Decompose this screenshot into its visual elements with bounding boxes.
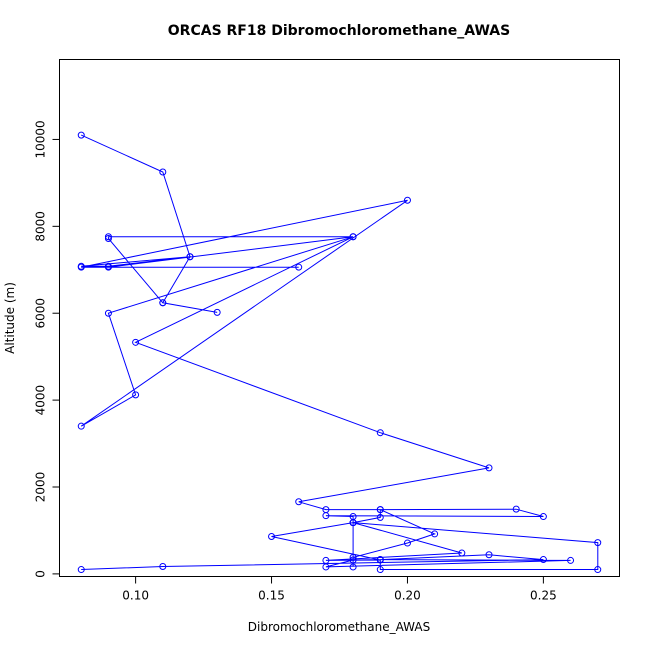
data-point xyxy=(159,168,167,176)
y-tick-label: 0 xyxy=(34,570,48,578)
data-point xyxy=(403,196,411,204)
data-point xyxy=(159,563,167,571)
y-axis: 0 2000 4000 6000 8000 10000 xyxy=(34,120,60,578)
y-axis-label: Altitude (m) xyxy=(3,282,17,354)
data-point xyxy=(132,391,140,399)
series-layer xyxy=(77,131,602,574)
data-point xyxy=(159,299,167,307)
data-point xyxy=(322,512,330,520)
data-point xyxy=(539,556,547,564)
data-point xyxy=(376,556,384,564)
data-point xyxy=(594,566,602,574)
chart-title: ORCAS RF18 Dibromochloromethane_AWAS xyxy=(168,23,510,39)
plot-area xyxy=(59,59,620,577)
data-point xyxy=(376,506,384,514)
data-point xyxy=(512,505,520,513)
data-point xyxy=(77,566,85,574)
data-point xyxy=(104,263,112,271)
y-tick-label: 6000 xyxy=(34,298,48,329)
data-point xyxy=(213,308,221,316)
data-point xyxy=(295,498,303,506)
x-axis: 0.10 0.15 0.20 0.25 xyxy=(122,576,557,603)
data-point xyxy=(322,563,330,571)
data-point xyxy=(349,519,357,527)
y-tick-label: 10000 xyxy=(34,120,48,158)
data-point xyxy=(186,253,194,261)
y-tick-label: 8000 xyxy=(34,211,48,242)
x-axis-label: Dibromochloromethane_AWAS xyxy=(248,620,430,634)
data-point xyxy=(431,530,439,538)
y-tick-label: 2000 xyxy=(34,472,48,503)
data-point xyxy=(403,539,411,547)
data-point xyxy=(349,556,357,564)
data-point xyxy=(567,556,575,564)
data-point xyxy=(295,263,303,271)
data-point xyxy=(458,549,466,557)
data-point xyxy=(376,429,384,437)
x-tick-label: 0.20 xyxy=(394,589,421,603)
x-tick-label: 0.15 xyxy=(258,589,285,603)
data-point xyxy=(485,464,493,472)
data-point xyxy=(268,533,276,541)
x-tick-label: 0.25 xyxy=(530,589,557,603)
series-line xyxy=(80,134,599,570)
data-point xyxy=(104,309,112,317)
data-point xyxy=(349,233,357,241)
data-point xyxy=(132,338,140,346)
y-tick-label: 4000 xyxy=(34,385,48,416)
data-point xyxy=(77,422,85,430)
data-point xyxy=(485,551,493,559)
data-point xyxy=(104,233,112,241)
data-point xyxy=(376,513,384,521)
data-point xyxy=(77,263,85,271)
data-point xyxy=(349,553,357,561)
data-point xyxy=(539,513,547,521)
data-point xyxy=(594,539,602,547)
data-point xyxy=(322,556,330,564)
data-point xyxy=(376,566,384,574)
data-point xyxy=(77,131,85,139)
x-tick-label: 0.10 xyxy=(122,589,149,603)
data-point xyxy=(349,563,357,571)
